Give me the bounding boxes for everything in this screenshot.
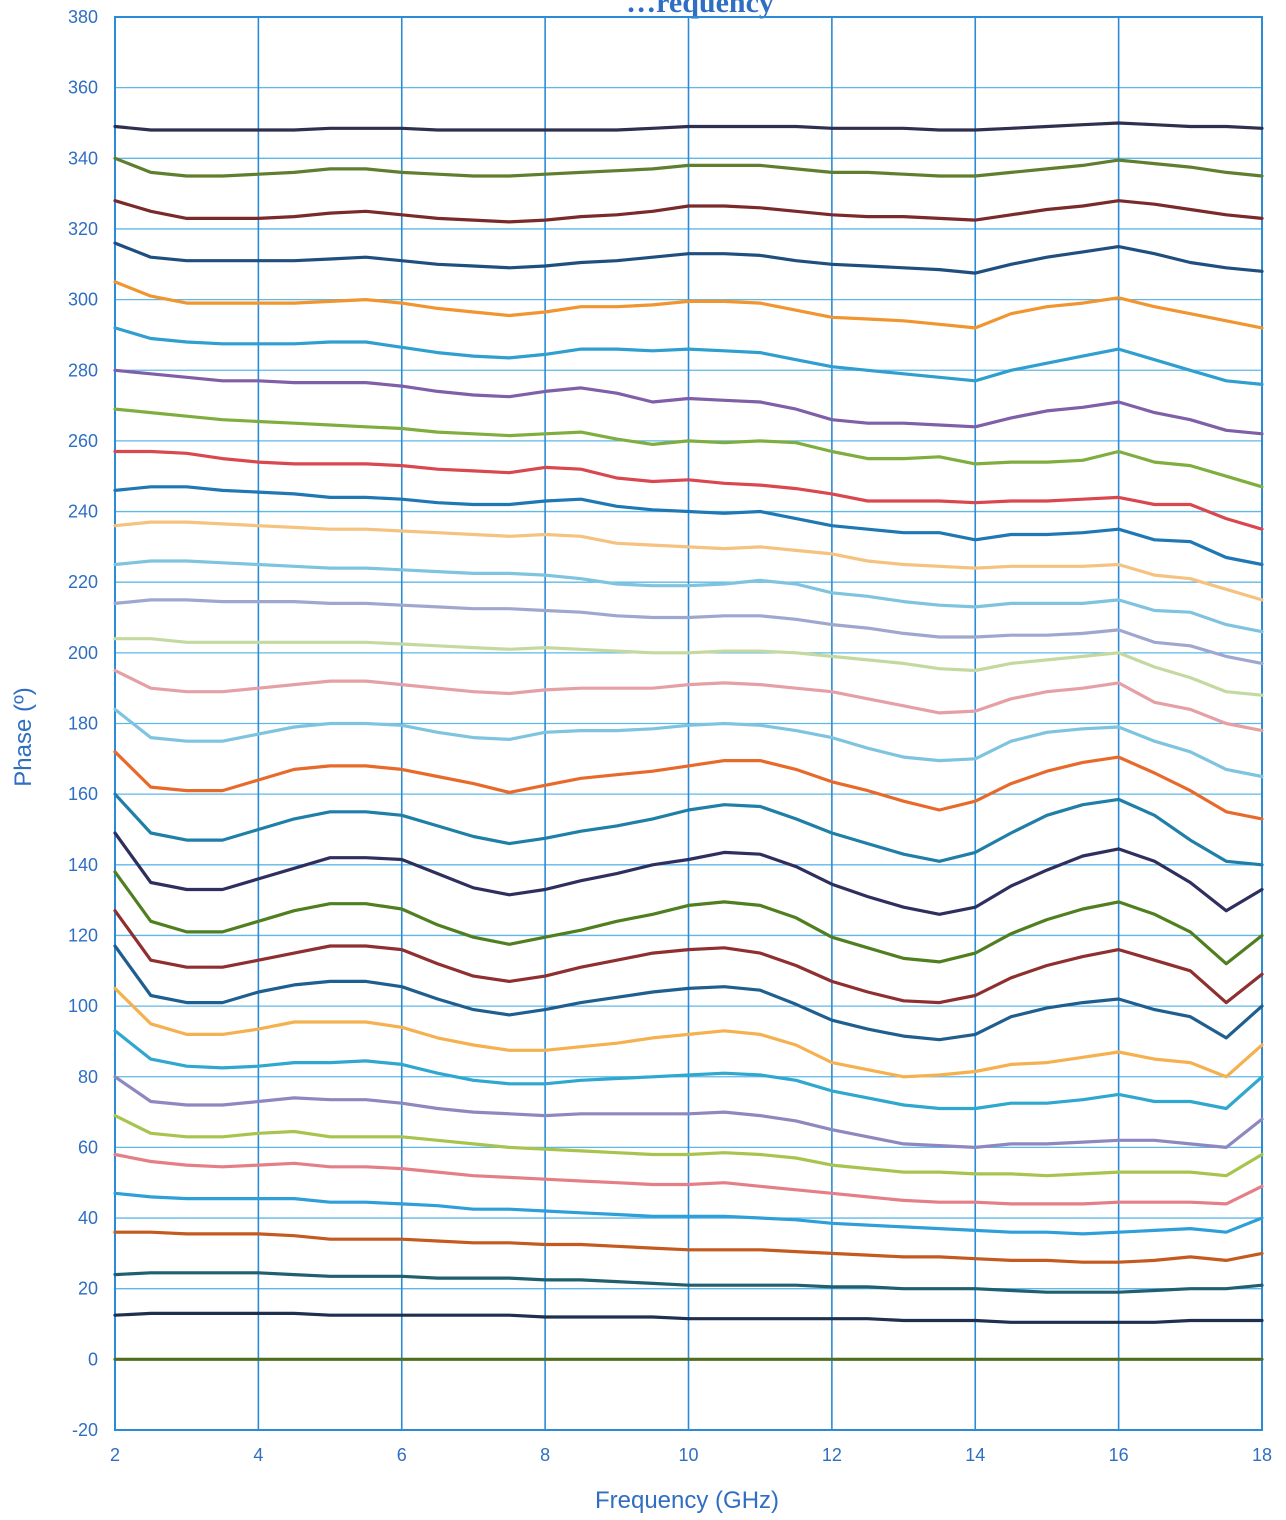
y-tick-label: 340 [68,148,98,168]
series-line-30 [113,1271,1264,1294]
series-line-22 [113,944,1264,1042]
plot-frame [114,16,1263,1431]
y-tick-label: 120 [68,925,98,945]
y-tick-label: 380 [68,7,98,27]
x-tick-label: 18 [1252,1445,1272,1465]
series-line-3 [113,199,1264,224]
series-line-1 [113,121,1264,132]
series-line-26 [113,1113,1264,1178]
x-axis-title: Frequency (GHz) [595,1487,779,1514]
series-line-28 [113,1191,1264,1236]
series-line-20 [113,870,1264,966]
grid [114,16,1263,1431]
y-tick-label: 360 [68,78,98,98]
x-tick-label: 2 [110,1445,120,1465]
series-line-15 [113,668,1264,733]
y-tick-label: -20 [72,1420,98,1440]
series-line-21 [113,909,1264,1005]
y-tick-label: 220 [68,572,98,592]
y-tick-label: 100 [68,996,98,1016]
series-line-24 [113,1029,1264,1111]
series-line-2 [113,156,1264,178]
series-line-31 [113,1311,1264,1324]
x-tick-label: 14 [965,1445,985,1465]
series-line-23 [113,986,1264,1079]
series-line-5 [113,280,1264,330]
y-tick-label: 280 [68,360,98,380]
x-tick-label: 12 [822,1445,842,1465]
series-line-9 [113,449,1264,531]
series-line-4 [113,241,1264,275]
series-line-17 [113,750,1264,821]
x-tick-label: 8 [540,1445,550,1465]
y-tick-label: 320 [68,219,98,239]
y-tick-label: 160 [68,784,98,804]
series-line-27 [113,1152,1264,1206]
series-line-10 [113,485,1264,567]
y-tick-label: 60 [78,1137,98,1157]
y-tick-label: 200 [68,643,98,663]
y-tick-label: 80 [78,1067,98,1087]
series-line-14 [113,637,1264,697]
chart-title: …requency [626,0,774,19]
series-line-16 [113,707,1264,779]
x-tick-label: 16 [1109,1445,1129,1465]
y-tick-label: 140 [68,855,98,875]
series-line-19 [113,831,1264,916]
series-line-18 [113,792,1264,867]
y-tick-label: 0 [88,1349,98,1369]
y-tick-label: 20 [78,1279,98,1299]
x-tick-label: 4 [253,1445,263,1465]
x-tick-label: 6 [397,1445,407,1465]
y-tick-label: 300 [68,290,98,310]
y-tick-label: 260 [68,431,98,451]
series-line-8 [113,407,1264,489]
y-tick-label: 240 [68,502,98,522]
series-line-6 [113,326,1264,386]
series-line-11 [113,520,1264,602]
x-tick-label: 10 [678,1445,698,1465]
series-line-13 [113,598,1264,666]
y-tick-label: 180 [68,714,98,734]
y-tick-label: 40 [78,1208,98,1228]
y-axis-title: Phase (º) [10,687,37,786]
series-group [113,121,1264,1361]
series-line-25 [113,1075,1264,1150]
series-line-29 [113,1230,1264,1264]
x-axis-ticks: 2 4 6 8 10 12 14 16 18 [110,1445,1272,1465]
series-line-12 [113,559,1264,634]
series-line-7 [113,368,1264,436]
y-axis-ticks: -20 0 20 40 60 80 100 120 140 160 180 200 220 240 260 2… [68,7,98,1440]
